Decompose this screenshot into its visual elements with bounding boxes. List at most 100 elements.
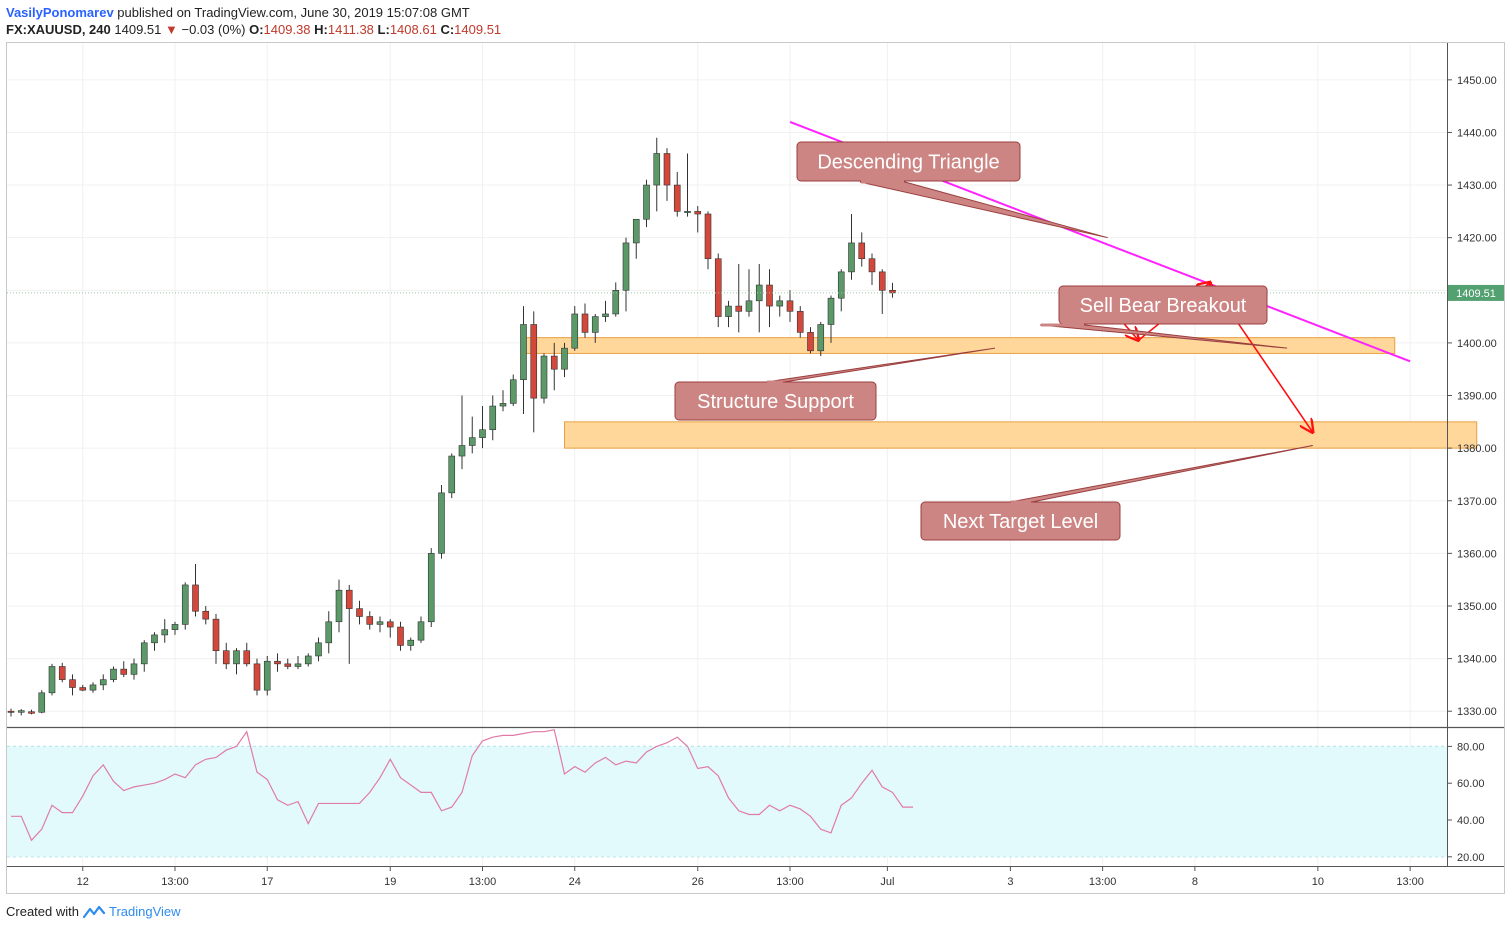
- time-tick-label: 17: [261, 876, 273, 888]
- callout-text: Structure Support: [697, 391, 854, 413]
- close-value: 1409.51: [454, 22, 502, 37]
- tradingview-logo-icon: [82, 905, 105, 918]
- created-with-text: Created with: [6, 904, 79, 919]
- candle-body: [274, 660, 281, 665]
- candle-body: [315, 642, 322, 657]
- open-value: 1409.38: [263, 22, 311, 37]
- candle-body: [714, 258, 722, 317]
- candle-body: [766, 284, 773, 307]
- author-link[interactable]: VasilyPonomarev: [6, 5, 114, 20]
- candle-body: [294, 663, 302, 667]
- candle-body: [130, 663, 138, 675]
- price-tick-label: 1350.00: [1457, 601, 1497, 613]
- candles: [7, 137, 896, 717]
- rsi-tick-label: 40.00: [1457, 815, 1485, 827]
- candle-body: [253, 663, 261, 691]
- candle-body: [827, 297, 835, 325]
- candle-body: [499, 403, 507, 407]
- last-price-tag: 1409.51: [1448, 284, 1504, 301]
- callout-seam: [767, 380, 783, 384]
- candle-body: [304, 655, 312, 665]
- candle-body: [837, 271, 845, 299]
- candle-body: [786, 300, 794, 312]
- open-label: O:: [249, 22, 264, 37]
- price-tick-label: 1450.00: [1457, 75, 1497, 87]
- high-value: 1411.38: [327, 22, 374, 37]
- symbol-label[interactable]: FX:XAUUSD, 240: [6, 22, 111, 37]
- price-tick-label: 1390.00: [1457, 391, 1497, 403]
- candle-body: [38, 692, 46, 713]
- time-tick-label: 8: [1192, 876, 1198, 888]
- candle-body: [181, 584, 189, 625]
- candle-body: [284, 663, 292, 667]
- callout-seam: [1011, 500, 1031, 504]
- price-tick-label: 1380.00: [1457, 443, 1497, 455]
- candle-body: [140, 642, 148, 665]
- support-zone[interactable]: [564, 421, 1478, 449]
- candle-body: [448, 455, 456, 494]
- candle-body: [509, 379, 517, 404]
- last-price: 1409.51: [114, 22, 162, 37]
- candle-body: [386, 621, 394, 628]
- price-tick-label: 1330.00: [1457, 706, 1497, 718]
- candle-body: [233, 650, 240, 665]
- low-value: 1408.61: [389, 22, 437, 37]
- price-tick-label: 1340.00: [1457, 654, 1497, 666]
- candle-body: [807, 332, 814, 352]
- candle-body: [151, 634, 158, 644]
- high-label: H:: [314, 22, 328, 37]
- candle-body: [489, 405, 497, 431]
- tradingview-brand[interactable]: TradingView: [108, 904, 181, 919]
- candle-body: [7, 710, 15, 713]
- candle-body: [684, 211, 691, 213]
- price-axis[interactable]: 1330.00 1340.00 1350.00 1360.00 1370.00 1380.…: [1447, 75, 1497, 718]
- candle-body: [581, 313, 589, 333]
- callout-box[interactable]: [1058, 285, 1268, 325]
- callout-text: Next Target Level: [943, 511, 1098, 533]
- candle-body: [540, 355, 548, 399]
- candle-body: [407, 639, 415, 646]
- close-label: C:: [440, 22, 455, 37]
- candle-body: [673, 184, 681, 212]
- price-chart[interactable]: Descending Triangle Sell Bear Breakout Str…: [0, 0, 1511, 895]
- zones: [523, 337, 1478, 449]
- candle-body: [263, 660, 271, 691]
- candle-body: [602, 313, 609, 317]
- candle-body: [110, 668, 117, 680]
- callout-seam: [1041, 323, 1084, 327]
- last-price-tag-text: 1409.51: [1456, 288, 1496, 300]
- candle-body: [530, 324, 538, 399]
- rsi-line: [11, 729, 913, 842]
- candle-body: [868, 258, 876, 273]
- candle-body: [222, 650, 230, 665]
- candle-body: [745, 300, 753, 312]
- candle-body: [468, 437, 476, 446]
- time-tick-label: 13:00: [1089, 876, 1117, 888]
- time-axis[interactable]: 12 13:00 17 19 13:00 24 26 13:00 Jul 3 13:00 8 10 13:…: [77, 866, 1424, 888]
- candle-body: [591, 316, 599, 333]
- rsi-band: [7, 746, 1447, 857]
- candle-body: [335, 589, 343, 623]
- candle-body: [458, 445, 466, 457]
- candle-body: [28, 711, 35, 714]
- rsi-tick-label: 20.00: [1457, 852, 1485, 864]
- grid: [7, 43, 1447, 866]
- callout-pointer: [1009, 445, 1313, 503]
- time-tick-label: 26: [692, 876, 704, 888]
- candle-body: [612, 289, 620, 315]
- price-tick-label: 1370.00: [1457, 496, 1497, 508]
- price-tick-label: 1360.00: [1457, 548, 1497, 560]
- candle-body: [356, 608, 363, 617]
- time-tick-label: 13:00: [1396, 876, 1424, 888]
- candle-body: [417, 621, 425, 641]
- chart-frame: [6, 42, 1505, 894]
- candle-body: [704, 213, 712, 260]
- callout-box[interactable]: [796, 141, 1021, 182]
- candle-body: [99, 679, 107, 686]
- candle-body: [561, 347, 568, 370]
- chart-header: VasilyPonomarev published on TradingView…: [6, 4, 501, 38]
- candle-body: [171, 624, 179, 630]
- candle-body: [120, 668, 128, 675]
- rsi-axis[interactable]: 20.00 40.00 60.00 80.00: [1447, 741, 1485, 864]
- candle-body: [89, 684, 97, 691]
